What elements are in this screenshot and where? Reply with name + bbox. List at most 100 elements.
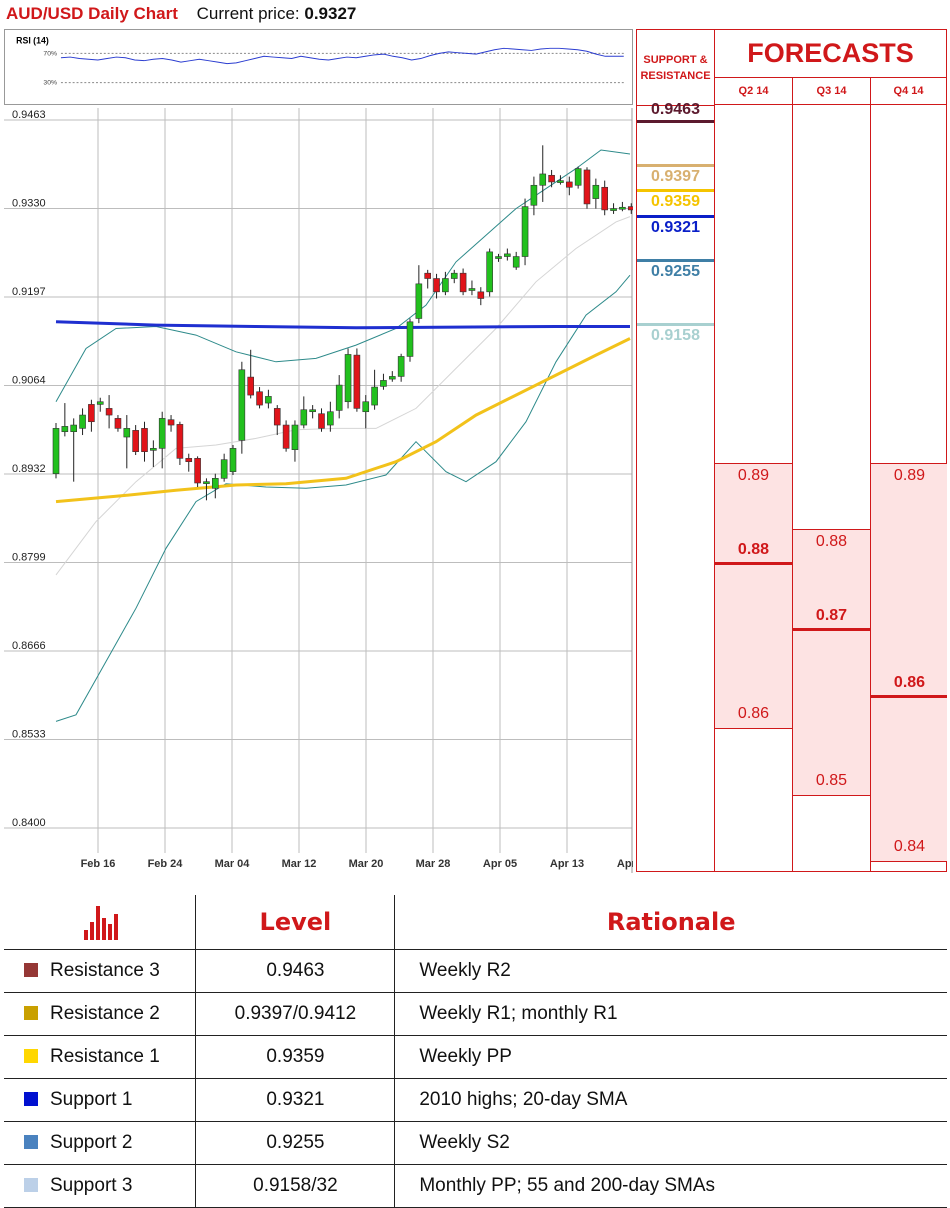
candle-body — [256, 391, 263, 406]
rationale-header: Rationale — [394, 895, 947, 950]
x-tick-label: Apr 13 — [550, 858, 584, 870]
level-name: Resistance 3 — [50, 960, 160, 981]
forecast-range — [715, 462, 792, 730]
forecast-mid-line — [793, 628, 870, 632]
candle-body — [282, 424, 290, 449]
candle — [521, 198, 529, 266]
candle — [627, 203, 633, 214]
candle-body — [512, 256, 520, 268]
table-row: Support 1 0.9321 2010 highs; 20-day SMA — [4, 1078, 947, 1122]
candle-body — [610, 208, 617, 211]
candle — [194, 456, 201, 487]
levels-table: Level Rationale Resistance 3 0.9463 Weekly… — [4, 895, 947, 1208]
x-tick-label: Mar 28 — [416, 858, 451, 870]
candle-body — [229, 448, 237, 472]
sr-level-value: 0.9397 — [651, 167, 700, 185]
chart-header: AUD/USD Daily Chart Current price: 0.932… — [6, 4, 356, 26]
x-tick-label: Apr 21 — [617, 858, 633, 870]
level-name-cell: Support 3 — [4, 1164, 196, 1208]
candle — [282, 420, 290, 452]
candle-body — [96, 401, 104, 405]
candle-body — [504, 253, 511, 257]
table-icon-header — [4, 895, 196, 950]
x-tick-label: Mar 04 — [215, 858, 251, 870]
sr-level-line — [637, 323, 714, 327]
x-tick-label: Apr 05 — [483, 858, 517, 870]
rsi-label: RSI (14) — [16, 36, 49, 46]
level-color-swatch — [24, 963, 38, 977]
candle-body — [132, 430, 139, 452]
sr-level-line — [637, 258, 714, 262]
candle-body — [114, 418, 122, 429]
candle-body — [238, 369, 246, 441]
y-tick-label: 0.8533 — [12, 729, 46, 741]
sr-level-line — [637, 120, 714, 123]
candle — [592, 178, 600, 209]
candle — [424, 269, 432, 289]
candle-body — [521, 206, 529, 257]
level-name-cell: Resistance 1 — [4, 1035, 196, 1079]
candle-body — [495, 256, 502, 259]
candle — [433, 273, 440, 299]
candle-body — [565, 181, 573, 188]
sr-header: SUPPORT & RESISTANCE — [637, 30, 714, 106]
level-name: Support 3 — [50, 1175, 133, 1196]
candle — [344, 348, 352, 409]
candle-body — [300, 409, 308, 426]
x-tick-label: Mar 12 — [282, 858, 317, 870]
forecast-col-q4: Q4 14 — [871, 77, 946, 105]
candle-body — [203, 481, 210, 484]
candle — [70, 418, 77, 482]
candle-body — [433, 278, 440, 293]
candle-body — [265, 396, 272, 404]
candle — [88, 399, 95, 432]
forecast-mid-line — [715, 561, 792, 565]
candle — [335, 375, 343, 419]
candle-body — [335, 384, 343, 411]
level-value: 0.9463 — [195, 949, 395, 993]
forecast-low-value: 0.84 — [893, 838, 926, 856]
forecast-divider — [870, 77, 871, 871]
candle-body — [150, 448, 157, 451]
candle-body — [52, 428, 60, 474]
candle — [601, 180, 609, 216]
candle — [309, 405, 316, 419]
y-tick-label: 0.8932 — [12, 463, 46, 475]
candle-body — [176, 424, 184, 459]
x-tick-label: Mar 20 — [349, 858, 384, 870]
candle-body — [442, 278, 449, 293]
candle — [406, 318, 414, 362]
level-name-cell: Resistance 3 — [4, 949, 196, 993]
level-color-swatch — [24, 1049, 38, 1063]
rsi-line — [60, 47, 624, 65]
candle — [123, 415, 131, 469]
candle — [495, 253, 502, 262]
candle — [105, 395, 113, 429]
candle-body — [194, 458, 201, 484]
candle-body — [627, 206, 633, 211]
sma-20-line — [55, 216, 631, 576]
level-color-swatch — [24, 1178, 38, 1192]
candle — [477, 287, 485, 306]
candle-body — [353, 354, 361, 409]
forecast-high-value: 0.89 — [893, 466, 926, 484]
candle — [158, 411, 166, 469]
candle — [539, 145, 547, 202]
level-name: Support 1 — [50, 1089, 133, 1110]
current-price: 0.9327 — [304, 4, 357, 23]
level-value: 0.9359 — [195, 1035, 395, 1079]
support-resistance-panel: SUPPORT & RESISTANCE 0.9463 0.9397 0.9359 0… — [636, 29, 715, 872]
candle — [265, 389, 272, 409]
y-tick-label: 0.9330 — [12, 198, 46, 210]
candle-body — [397, 356, 405, 377]
sr-level-value: 0.9158 — [651, 327, 700, 345]
candle-body — [583, 169, 591, 205]
candle — [583, 167, 591, 209]
candle — [371, 369, 378, 410]
candle — [212, 473, 219, 499]
table-row: Support 3 0.9158/32 Monthly PP; 55 and 200… — [4, 1164, 947, 1208]
forecast-mid-value: 0.87 — [815, 607, 848, 625]
candle — [362, 395, 370, 429]
rsi-70-label: 70% — [43, 50, 57, 57]
candle — [150, 440, 157, 468]
